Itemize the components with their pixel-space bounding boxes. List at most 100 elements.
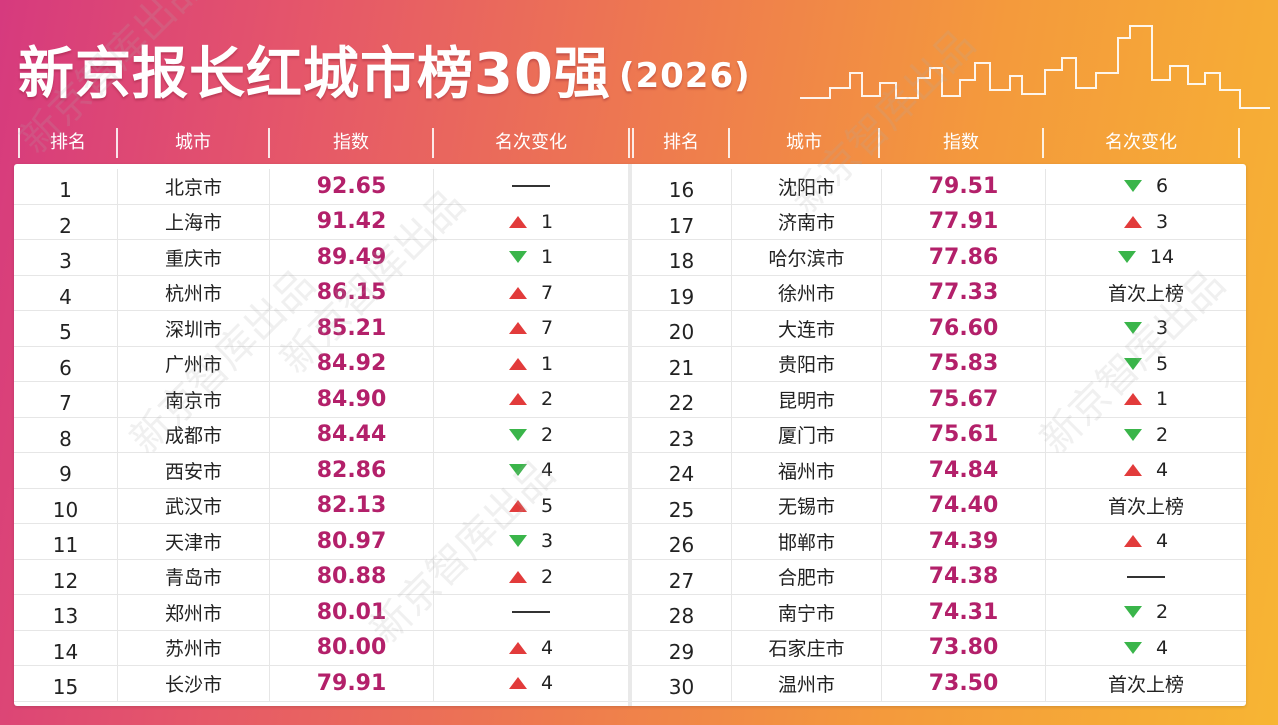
rank-change-value: 2 xyxy=(1155,601,1169,624)
ranking-table: 1 北京市 92.65 2 上海市 91.42 1 3 重庆市 89.49 1 4 杭州市 86.15 7 5… xyxy=(14,164,1246,706)
index-cell: 75.83 xyxy=(882,346,1046,381)
index-cell: 73.50 xyxy=(882,666,1046,701)
ranking-table-right: 16 沈阳市 79.51 6 17 济南市 77.91 3 18 哈尔滨市 77.86 14 19 徐州市… xyxy=(632,164,1246,706)
rank-change-cell: 1 xyxy=(434,347,628,382)
table-row: 3 重庆市 89.49 1 xyxy=(14,240,628,276)
table-row: 22 昆明市 75.67 1 xyxy=(632,382,1246,418)
rank-change-value: 2 xyxy=(1155,423,1169,446)
index-cell: 82.86 xyxy=(270,453,434,488)
ranking-table-left: 1 北京市 92.65 2 上海市 91.42 1 3 重庆市 89.49 1 4 杭州市 86.15 7 5… xyxy=(14,164,628,706)
index-cell: 80.01 xyxy=(270,595,434,630)
rank-cell: 15 xyxy=(14,666,118,701)
index-cell: 86.15 xyxy=(270,275,434,310)
city-cell: 厦门市 xyxy=(732,417,882,452)
rank-change-value: 2 xyxy=(540,423,554,446)
city-skyline-decoration xyxy=(800,25,1270,109)
index-cell: 82.13 xyxy=(270,488,434,523)
rank-change-value: 2 xyxy=(540,388,554,411)
rank-change-value: 1 xyxy=(1155,388,1169,411)
rank-up-arrow-icon xyxy=(508,499,527,512)
index-cell: 77.91 xyxy=(882,204,1046,239)
rank-change-cell: 5 xyxy=(1046,347,1246,382)
city-cell: 温州市 xyxy=(732,666,882,701)
city-cell: 南宁市 xyxy=(732,595,882,630)
rank-cell: 4 xyxy=(14,275,118,310)
page-title: 新京报长红城市榜30强 (2026) xyxy=(18,40,751,111)
rank-down-arrow-icon xyxy=(1123,641,1142,654)
rank-up-arrow-icon xyxy=(1123,535,1142,548)
table-row: 6 广州市 84.92 1 xyxy=(14,346,628,382)
rank-change-cell: 14 xyxy=(1046,240,1246,275)
city-cell: 郑州市 xyxy=(118,595,270,630)
table-row: 18 哈尔滨市 77.86 14 xyxy=(632,240,1246,276)
city-cell: 苏州市 xyxy=(118,630,270,665)
rank-change-cell: 4 xyxy=(434,666,628,701)
rank-change-cell: 首次上榜 xyxy=(1046,489,1246,524)
rank-cell: 9 xyxy=(14,453,118,488)
rank-change-value: 首次上榜 xyxy=(1107,673,1184,696)
rank-up-arrow-icon xyxy=(1123,393,1142,406)
rank-change-value: 4 xyxy=(540,636,554,659)
header-rank: 排名 xyxy=(18,128,118,158)
rank-change-value: 7 xyxy=(540,281,554,304)
header-rank-change: 名次变化 xyxy=(434,128,630,158)
rank-change-cell xyxy=(1046,560,1246,595)
city-cell: 广州市 xyxy=(118,346,270,381)
table-row: 12 青岛市 80.88 2 xyxy=(14,559,628,595)
column-divider xyxy=(628,164,632,706)
index-cell: 74.39 xyxy=(882,524,1046,559)
index-cell: 74.31 xyxy=(882,595,1046,630)
table-header-right: 排名 城市 指数 名次变化 xyxy=(632,128,1240,158)
rank-change-cell: 5 xyxy=(434,489,628,524)
index-cell: 79.51 xyxy=(882,169,1046,204)
rank-cell: 25 xyxy=(632,488,732,523)
no-change-dash-icon xyxy=(512,611,550,614)
city-cell: 昆明市 xyxy=(732,382,882,417)
rank-change-cell: 1 xyxy=(434,240,628,275)
city-cell: 福州市 xyxy=(732,453,882,488)
rank-change-value: 3 xyxy=(540,530,554,553)
table-row: 13 郑州市 80.01 xyxy=(14,595,628,631)
city-cell: 南京市 xyxy=(118,382,270,417)
rank-cell: 27 xyxy=(632,559,732,594)
table-row: 23 厦门市 75.61 2 xyxy=(632,417,1246,453)
city-cell: 贵阳市 xyxy=(732,346,882,381)
rank-cell: 21 xyxy=(632,346,732,381)
table-row: 2 上海市 91.42 1 xyxy=(14,204,628,240)
rank-down-arrow-icon xyxy=(1117,251,1136,264)
rank-cell: 3 xyxy=(14,240,118,275)
table-row: 16 沈阳市 79.51 6 xyxy=(632,169,1246,205)
rank-down-arrow-icon xyxy=(508,428,527,441)
rank-change-cell: 7 xyxy=(434,311,628,346)
table-row: 24 福州市 74.84 4 xyxy=(632,453,1246,489)
rank-cell: 2 xyxy=(14,204,118,239)
rank-cell: 6 xyxy=(14,346,118,381)
rank-cell: 22 xyxy=(632,382,732,417)
city-cell: 邯郸市 xyxy=(732,524,882,559)
city-cell: 天津市 xyxy=(118,524,270,559)
city-cell: 深圳市 xyxy=(118,311,270,346)
city-cell: 西安市 xyxy=(118,453,270,488)
table-row: 28 南宁市 74.31 2 xyxy=(632,595,1246,631)
rank-change-value: 7 xyxy=(540,317,554,340)
table-row: 21 贵阳市 75.83 5 xyxy=(632,346,1246,382)
rank-down-arrow-icon xyxy=(508,251,527,264)
rank-change-cell: 2 xyxy=(434,418,628,453)
rank-down-arrow-icon xyxy=(1123,180,1142,193)
table-row: 27 合肥市 74.38 xyxy=(632,559,1246,595)
header-city: 城市 xyxy=(730,128,880,158)
rank-up-arrow-icon xyxy=(508,215,527,228)
rank-cell: 10 xyxy=(14,488,118,523)
rank-change-cell: 7 xyxy=(434,276,628,311)
rank-change-cell: 首次上榜 xyxy=(1046,666,1246,701)
index-cell: 77.86 xyxy=(882,240,1046,275)
rank-change-cell: 4 xyxy=(1046,453,1246,488)
city-cell: 无锡市 xyxy=(732,488,882,523)
rank-change-cell: 3 xyxy=(1046,311,1246,346)
rank-change-cell: 3 xyxy=(434,524,628,559)
index-cell: 80.00 xyxy=(270,630,434,665)
rank-change-cell: 4 xyxy=(434,453,628,488)
rank-change-value: 5 xyxy=(540,494,554,517)
rank-change-cell: 2 xyxy=(434,382,628,417)
